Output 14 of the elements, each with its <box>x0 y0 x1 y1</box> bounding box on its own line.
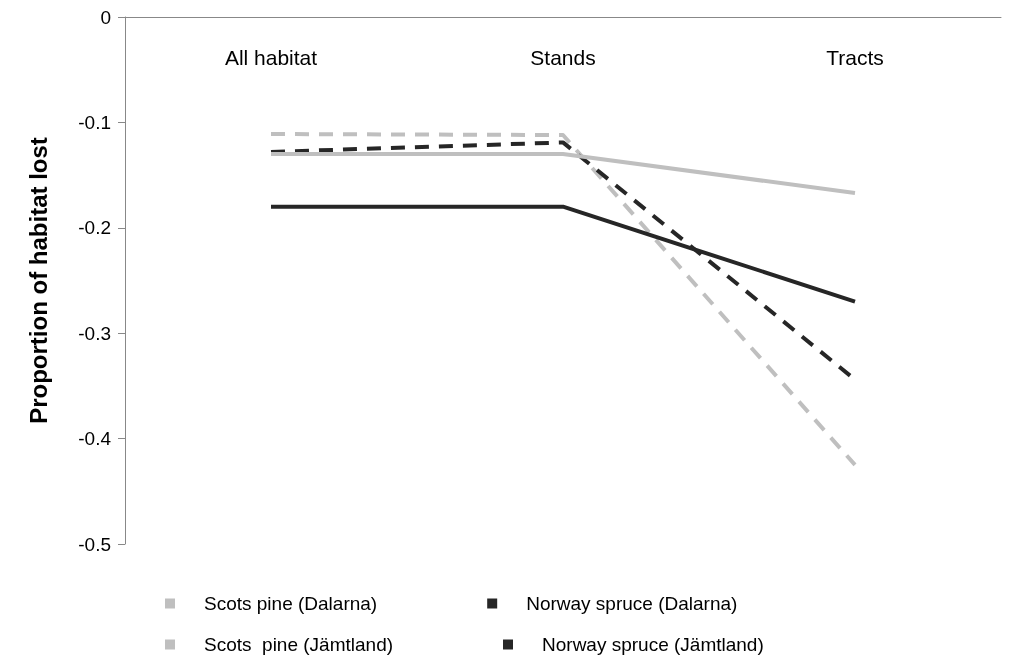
y-tick-label: -0.1 <box>78 111 111 133</box>
y-tick-label: -0.5 <box>78 533 111 555</box>
legend-label: Norway spruce (Dalarna) <box>526 593 738 614</box>
y-tick-label: -0.3 <box>78 322 111 344</box>
y-tick-label: 0 <box>100 6 111 28</box>
legend-label: Norway spruce (Jämtland) <box>542 634 764 655</box>
y-axis-title: Proportion of habitat lost <box>24 137 52 424</box>
legend-label: Scots pine (Jämtland) <box>204 634 394 655</box>
y-tick-label: -0.2 <box>78 217 111 239</box>
y-tick-label: -0.4 <box>78 428 112 450</box>
x-tick-label: Stands <box>530 46 596 69</box>
legend-label: Scots pine (Dalarna) <box>204 593 378 614</box>
x-tick-label: Tracts <box>826 46 884 69</box>
x-tick-label: All habitat <box>224 46 318 69</box>
